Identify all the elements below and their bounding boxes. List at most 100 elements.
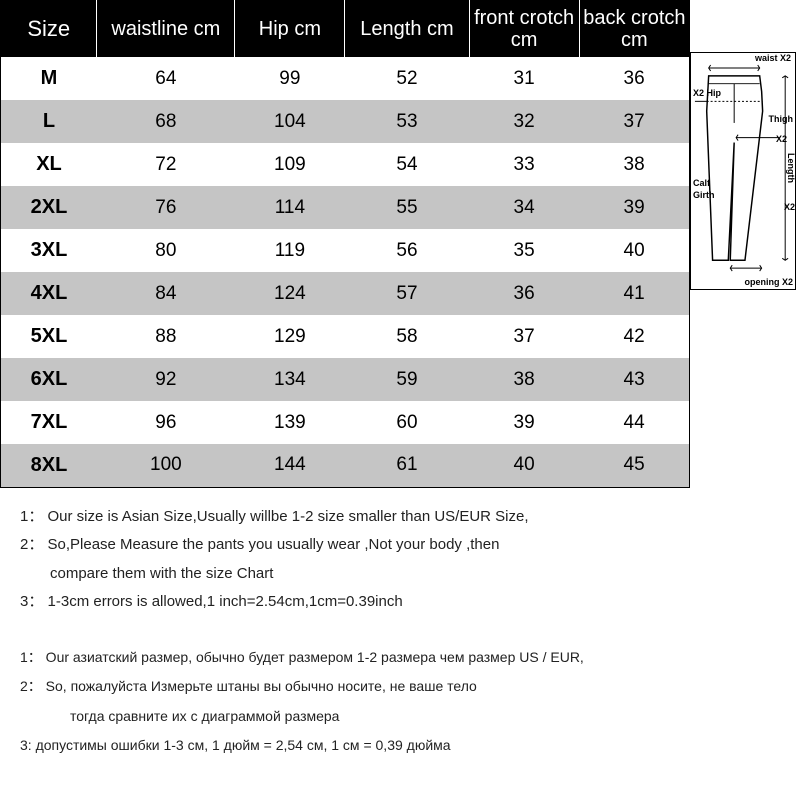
table-cell: 36 — [469, 272, 579, 315]
table-cell: 96 — [97, 401, 235, 444]
table-cell: 8XL — [1, 444, 97, 487]
table-row: 5XL88129583742 — [1, 315, 690, 358]
table-cell: 119 — [235, 229, 345, 272]
pants-diagram-container: waist X2 X2 Hip Thigh X2 Calf Girth Leng… — [690, 0, 798, 290]
table-cell: 44 — [579, 401, 689, 444]
table-cell: 36 — [579, 57, 689, 100]
table-row: XL72109543338 — [1, 143, 690, 186]
table-cell: 35 — [469, 229, 579, 272]
table-cell: 4XL — [1, 272, 97, 315]
table-cell: 109 — [235, 143, 345, 186]
table-cell: 129 — [235, 315, 345, 358]
col-header: Length cm — [345, 1, 469, 58]
table-cell: 3XL — [1, 229, 97, 272]
table-row: 8XL100144614045 — [1, 444, 690, 487]
table-cell: 64 — [97, 57, 235, 100]
table-cell: 124 — [235, 272, 345, 315]
table-cell: 99 — [235, 57, 345, 100]
notes-russian: 1： Our азиатский размер, обычно будет ра… — [0, 620, 800, 756]
table-cell: M — [1, 57, 97, 100]
label-opening: opening X2 — [744, 278, 793, 287]
table-cell: 54 — [345, 143, 469, 186]
table-body: M6499523136L68104533237XL721095433382XL7… — [1, 57, 690, 487]
label-waist: waist X2 — [755, 54, 791, 63]
note-line: 3： 1-3cm errors is allowed,1 inch=2.54cm… — [20, 591, 790, 614]
label-thigh: Thigh — [769, 115, 794, 124]
table-cell: 60 — [345, 401, 469, 444]
col-header: waistline cm — [97, 1, 235, 58]
table-cell: 72 — [97, 143, 235, 186]
table-cell: 40 — [579, 229, 689, 272]
table-cell: 37 — [469, 315, 579, 358]
label-girth: Girth — [693, 191, 715, 200]
table-cell: 134 — [235, 358, 345, 401]
table-cell: 40 — [469, 444, 579, 487]
table-row: 6XL92134593843 — [1, 358, 690, 401]
table-cell: 39 — [579, 186, 689, 229]
table-cell: 41 — [579, 272, 689, 315]
table-cell: 31 — [469, 57, 579, 100]
table-header: Sizewaistline cmHip cmLength cmfront cro… — [1, 1, 690, 58]
size-table: Sizewaistline cmHip cmLength cmfront cro… — [0, 0, 690, 488]
label-length-x2: X2 — [784, 203, 795, 212]
table-cell: 2XL — [1, 186, 97, 229]
note-line-ru: 2： So, пожалуйста Измерьте штаны вы обыч… — [20, 677, 790, 697]
table-cell: 76 — [97, 186, 235, 229]
table-cell: 45 — [579, 444, 689, 487]
pants-diagram: waist X2 X2 Hip Thigh X2 Calf Girth Leng… — [690, 52, 796, 290]
label-thigh-x2: X2 — [776, 135, 787, 144]
table-cell: 56 — [345, 229, 469, 272]
table-cell: 6XL — [1, 358, 97, 401]
table-row: 7XL96139603944 — [1, 401, 690, 444]
table-cell: 100 — [97, 444, 235, 487]
table-cell: 53 — [345, 100, 469, 143]
table-cell: 68 — [97, 100, 235, 143]
table-cell: 5XL — [1, 315, 97, 358]
table-cell: 84 — [97, 272, 235, 315]
col-header: Size — [1, 1, 97, 58]
table-cell: 38 — [469, 358, 579, 401]
table-cell: 144 — [235, 444, 345, 487]
table-cell: 39 — [469, 401, 579, 444]
table-cell: 33 — [469, 143, 579, 186]
table-cell: 32 — [469, 100, 579, 143]
table-row: M6499523136 — [1, 57, 690, 100]
table-row: 3XL80119563540 — [1, 229, 690, 272]
table-cell: 52 — [345, 57, 469, 100]
table-row: 4XL84124573641 — [1, 272, 690, 315]
note-line-ru: 1： Our азиатский размер, обычно будет ра… — [20, 648, 790, 668]
table-cell: 57 — [345, 272, 469, 315]
table-cell: L — [1, 100, 97, 143]
table-cell: 34 — [469, 186, 579, 229]
table-cell: 88 — [97, 315, 235, 358]
table-cell: 59 — [345, 358, 469, 401]
table-row: 2XL76114553439 — [1, 186, 690, 229]
table-cell: 61 — [345, 444, 469, 487]
table-cell: 80 — [97, 229, 235, 272]
table-cell: 43 — [579, 358, 689, 401]
table-cell: 37 — [579, 100, 689, 143]
note-line: 1： Our size is Asian Size,Usually willbe… — [20, 506, 790, 529]
table-cell: XL — [1, 143, 97, 186]
table-cell: 58 — [345, 315, 469, 358]
col-header: Hip cm — [235, 1, 345, 58]
label-calf: Calf — [693, 179, 710, 188]
notes-english: 1： Our size is Asian Size,Usually willbe… — [0, 488, 800, 614]
size-table-container: Sizewaistline cmHip cmLength cmfront cro… — [0, 0, 690, 488]
note-line-ru: тогда сравните их с диаграммой размера — [20, 707, 790, 727]
table-cell: 7XL — [1, 401, 97, 444]
note-line-ru: 3: допустимы ошибки 1-3 см, 1 дюйм = 2,5… — [20, 736, 790, 756]
table-cell: 38 — [579, 143, 689, 186]
col-header: back crotch cm — [579, 1, 689, 58]
table-cell: 92 — [97, 358, 235, 401]
table-row: L68104533237 — [1, 100, 690, 143]
col-header: front crotch cm — [469, 1, 579, 58]
label-hip: X2 Hip — [693, 89, 721, 98]
table-cell: 104 — [235, 100, 345, 143]
label-length: Length — [786, 153, 795, 183]
note-line: compare them with the size Chart — [20, 563, 790, 586]
table-cell: 55 — [345, 186, 469, 229]
table-cell: 42 — [579, 315, 689, 358]
note-line: 2： So,Please Measure the pants you usual… — [20, 534, 790, 557]
table-cell: 114 — [235, 186, 345, 229]
